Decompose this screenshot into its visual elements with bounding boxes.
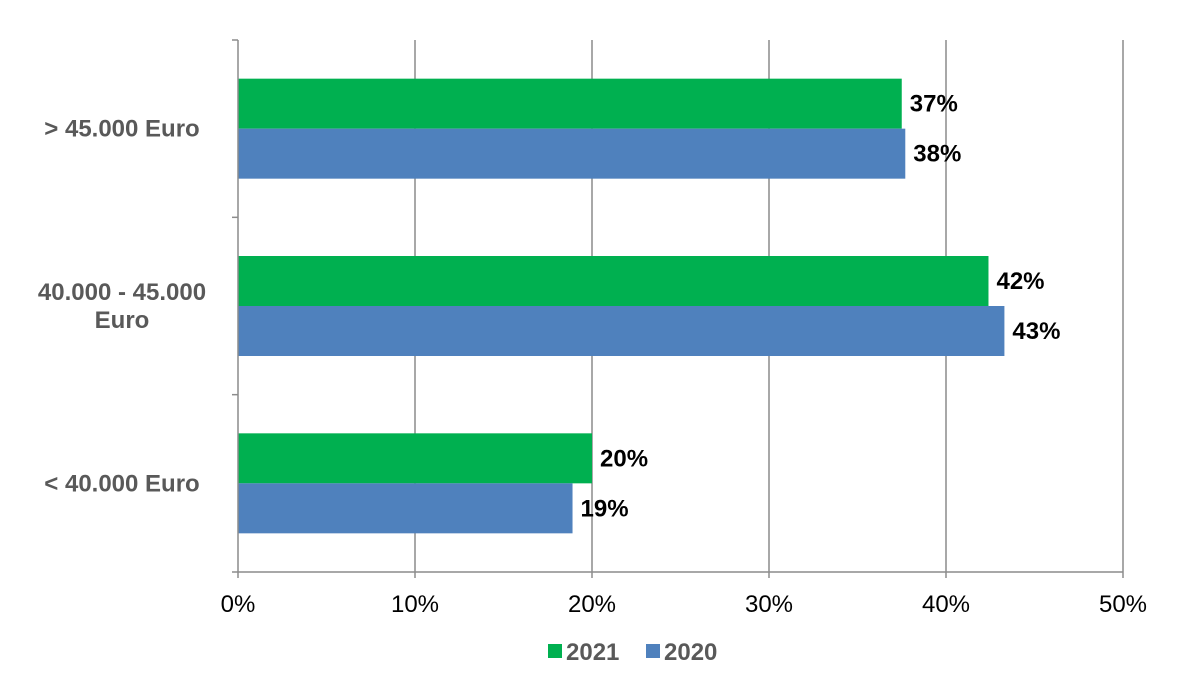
- bar-2020: [238, 128, 906, 179]
- x-tick-label: 40%: [922, 591, 970, 618]
- x-tick-label: 50%: [1099, 591, 1147, 618]
- bars: [238, 78, 1005, 534]
- x-tick-label: 20%: [568, 591, 616, 618]
- data-label: 20%: [600, 445, 648, 472]
- category-label: 40.000 - 45.000 Euro: [38, 279, 206, 334]
- category-label-line: Euro: [95, 307, 150, 334]
- bar-2021: [238, 78, 902, 129]
- x-tick-label: 0%: [221, 591, 256, 618]
- data-label: 43%: [1012, 318, 1060, 345]
- bar-2020: [238, 483, 573, 534]
- data-labels: 37% 38% 42% 43% 20% 19%: [581, 91, 1061, 523]
- data-label: 19%: [581, 495, 629, 522]
- legend-label: 2021: [566, 639, 619, 666]
- data-label: 37%: [910, 91, 958, 118]
- category-label: > 45.000 Euro: [44, 116, 199, 143]
- category-label-line: 40.000 - 45.000: [38, 279, 206, 306]
- legend-swatch-2021: [548, 644, 562, 658]
- x-tick-label: 10%: [391, 591, 439, 618]
- legend-label: 2020: [664, 639, 717, 666]
- x-tick-label: 30%: [745, 591, 793, 618]
- legend: 2021 2020: [548, 639, 717, 666]
- data-label: 42%: [996, 268, 1044, 295]
- bar-2021: [238, 433, 592, 484]
- category-label: < 40.000 Euro: [44, 470, 199, 497]
- axes: 0% 10% 20% 30% 40% 50% > 45.000 Euro 40.000 - 4…: [38, 39, 1147, 618]
- category-label-line: < 40.000 Euro: [44, 470, 199, 497]
- legend-swatch-2020: [646, 644, 660, 658]
- category-label-line: > 45.000 Euro: [44, 116, 199, 143]
- bar-2020: [238, 306, 1005, 356]
- data-label: 38%: [913, 141, 961, 168]
- bar-2021: [238, 256, 989, 306]
